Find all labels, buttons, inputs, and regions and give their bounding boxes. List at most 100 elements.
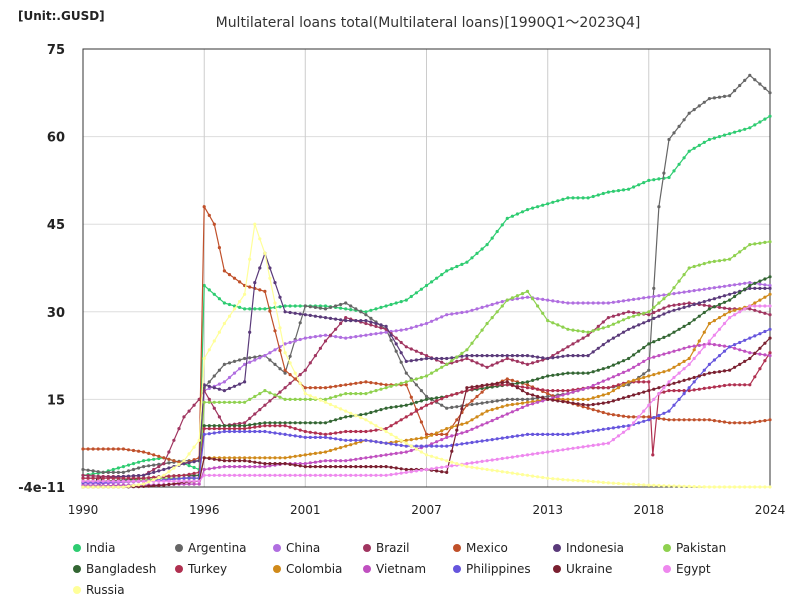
- data-point: [591, 370, 595, 374]
- data-point: [147, 451, 151, 455]
- data-point: [445, 356, 449, 361]
- data-point: [298, 454, 302, 458]
- data-point: [475, 384, 479, 388]
- data-point: [505, 377, 509, 381]
- data-point: [616, 361, 621, 365]
- data-point: [632, 393, 636, 397]
- data-point: [394, 301, 398, 305]
- data-point: [101, 470, 105, 474]
- data-point: [192, 403, 196, 407]
- data-point: [142, 479, 146, 483]
- data-point: [738, 348, 742, 352]
- data-point: [308, 421, 312, 425]
- data-point: [222, 427, 226, 431]
- data-point: [525, 380, 530, 384]
- data-point: [440, 432, 444, 436]
- data-point: [106, 485, 110, 489]
- data-point: [515, 297, 520, 301]
- data-point: [283, 432, 287, 436]
- data-point: [682, 118, 686, 122]
- data-point: [566, 345, 570, 349]
- data-point: [409, 412, 413, 416]
- data-point: [586, 301, 590, 305]
- data-point: [313, 460, 317, 464]
- data-point: [424, 397, 429, 401]
- data-point: [409, 444, 413, 448]
- data-point: [647, 319, 651, 323]
- data-point: [455, 392, 459, 396]
- data-point: [414, 437, 418, 441]
- data-point: [712, 286, 717, 290]
- data-point: [192, 471, 196, 475]
- data-point: [419, 420, 423, 424]
- data-point: [576, 446, 580, 450]
- data-point: [581, 430, 585, 434]
- data-point: [374, 389, 378, 393]
- data-point: [733, 89, 737, 93]
- data-point: [621, 396, 626, 400]
- data-point: [596, 193, 600, 197]
- data-point: [687, 356, 691, 361]
- data-point: [576, 431, 580, 435]
- data-point: [753, 351, 757, 355]
- data-point: [591, 396, 595, 400]
- data-point: [642, 181, 646, 185]
- data-point: [217, 400, 221, 404]
- data-point: [248, 360, 252, 364]
- data-point: [323, 316, 328, 320]
- data-point: [621, 414, 626, 418]
- data-point: [394, 349, 398, 353]
- data-point: [738, 362, 742, 366]
- data-point: [531, 432, 535, 436]
- data-point: [243, 400, 247, 404]
- data-point: [758, 241, 762, 245]
- data-point: [531, 393, 535, 397]
- data-point: [657, 371, 661, 375]
- data-point: [253, 358, 257, 362]
- data-point: [384, 324, 388, 328]
- data-point: [192, 445, 196, 449]
- data-point: [520, 381, 525, 385]
- data-point: [500, 456, 504, 461]
- data-point: [450, 267, 454, 271]
- data-point: [167, 470, 171, 474]
- data-point: [571, 446, 575, 450]
- data-point: [253, 429, 257, 434]
- data-point: [733, 383, 737, 387]
- data-point: [81, 473, 85, 477]
- legend: India Argentina China Brazil Mexico Indonesia…: [73, 541, 726, 597]
- y-tick-label: 75: [47, 43, 65, 58]
- data-point: [435, 456, 439, 460]
- data-point: [682, 389, 686, 393]
- data-point: [591, 386, 595, 390]
- data-point: [743, 287, 747, 291]
- data-point: [581, 402, 585, 407]
- data-point: [738, 421, 742, 425]
- data-point: [500, 405, 504, 409]
- data-point: [369, 320, 373, 324]
- data-point: [283, 421, 287, 425]
- data-point: [697, 263, 701, 267]
- data-point: [379, 305, 383, 309]
- data-point: [238, 459, 242, 463]
- data-point: [712, 485, 717, 489]
- y-tick-label: 45: [47, 218, 65, 233]
- data-point: [627, 187, 631, 191]
- data-point: [435, 396, 439, 400]
- data-point: [637, 483, 641, 487]
- data-point: [172, 479, 176, 483]
- data-point: [586, 429, 590, 434]
- data-point: [500, 300, 504, 304]
- data-point: [546, 356, 550, 361]
- data-point: [187, 472, 191, 476]
- data-point: [490, 316, 494, 320]
- data-point: [217, 465, 221, 469]
- data-point: [399, 467, 403, 471]
- legend-label: China: [286, 541, 320, 555]
- data-point: [536, 359, 540, 363]
- data-point: [445, 432, 449, 436]
- data-point: [328, 419, 333, 423]
- data-point: [768, 292, 772, 296]
- data-point: [601, 191, 605, 196]
- data-point: [692, 418, 696, 422]
